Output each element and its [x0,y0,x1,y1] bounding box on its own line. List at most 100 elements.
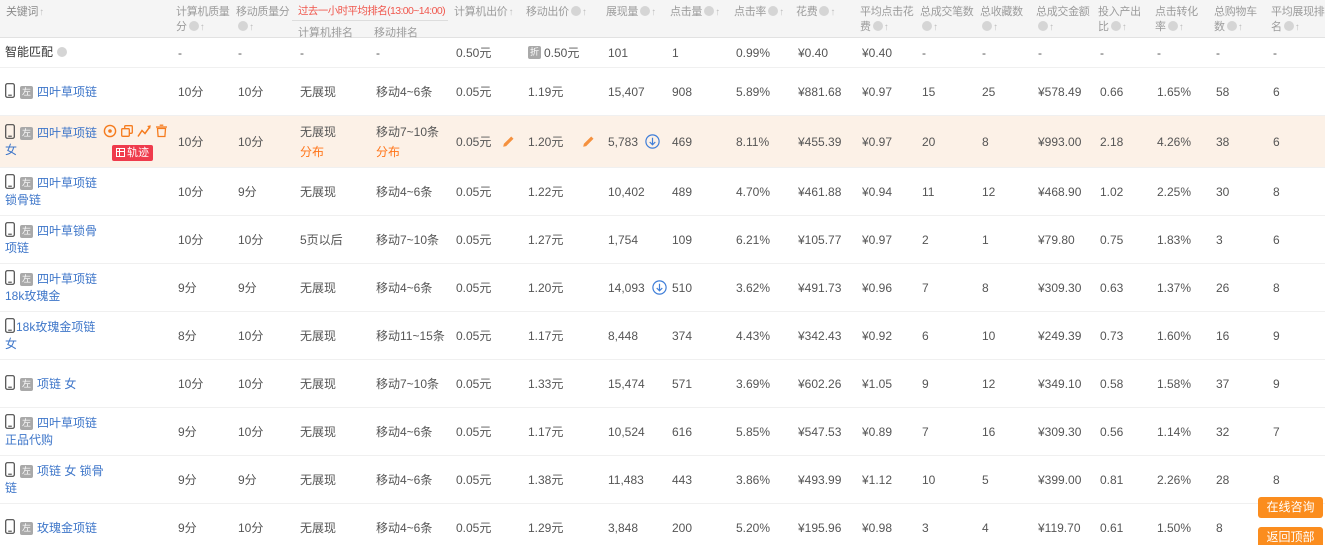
keyword-link[interactable]: 四叶草项链 女 [5,126,98,157]
sort-arrow-icon[interactable] [508,6,514,18]
edit-bid-icon[interactable] [582,135,595,148]
sort-arrow-icon[interactable] [1048,21,1054,33]
cvr-value: 4.26% [1157,134,1192,149]
cvr-cell: 1.65% [1149,68,1208,115]
copy-icon[interactable] [120,124,134,138]
impressions-trend-icon[interactable] [652,280,667,295]
keyword-link[interactable]: 四叶草项链 [37,84,98,99]
col-header-clicks[interactable]: 点击量 [664,0,728,37]
back-to-top-button[interactable]: 返回顶部 [1258,527,1323,545]
sort-arrow-icon[interactable] [778,6,784,18]
mobile-rank-distribution-link[interactable]: 分布 [376,145,401,159]
mobile-rank-value: 移动4~6条 [376,425,433,439]
impressions-value: 8,448 [608,328,639,343]
rank-track-badge[interactable]: 轨迹 [112,145,153,161]
sort-arrow-icon[interactable] [199,21,205,33]
mobile-rank-value: 移动7~10条 [376,377,440,391]
col-header-gmv[interactable]: 总成交金额 [1030,0,1092,37]
col-label: 平均点击花费 [860,6,914,33]
col-header-roi[interactable]: 投入产出比 [1092,0,1149,37]
pc-bid-cell: 0.05元 [448,504,520,545]
help-icon[interactable] [1226,21,1237,31]
col-header-cvr[interactable]: 点击转化率 [1149,0,1208,37]
help-icon[interactable] [1283,21,1294,31]
avg-cpc-cell: ¥1.12 [854,456,914,503]
col-header-carts[interactable]: 总购物车数 [1208,0,1265,37]
sort-arrow-icon[interactable] [883,21,889,33]
col-label: 计算机质量分 [176,6,230,33]
sort-arrow-icon[interactable] [248,21,254,33]
avg-cpc-cell: ¥0.97 [854,68,914,115]
sort-arrow-icon[interactable] [714,6,720,18]
cost-value: ¥105.77 [798,232,842,247]
help-icon[interactable] [768,6,779,16]
help-icon[interactable] [1038,21,1048,31]
edit-bid-icon[interactable] [502,135,515,148]
help-icon[interactable] [188,21,199,31]
keyword-link[interactable]: 玫瑰金项链 [37,520,98,535]
sort-arrow-icon[interactable] [1237,21,1243,33]
col-header-pc-rank[interactable]: 计算机排名 [298,27,353,39]
sort-arrow-icon[interactable] [581,6,587,18]
sort-arrow-icon[interactable] [1178,21,1184,33]
carts-value: 37 [1216,376,1230,391]
col-header-cost[interactable]: 花费 [790,0,854,37]
trend-chart-icon[interactable] [137,124,152,138]
help-icon[interactable] [570,6,581,16]
help-icon[interactable] [982,21,992,31]
pc-quality-score-cell: 9分 [170,264,230,311]
keyword-link[interactable]: 四叶草项链18k玫瑰金 [5,272,98,303]
keyword-link[interactable]: 项链 女 锁骨链 [5,464,104,495]
col-header-mobile-rank[interactable]: 移动排名 [374,27,418,39]
col-header-mobile-quality-score[interactable]: 移动质量分 [230,0,292,37]
delete-icon[interactable] [155,124,168,138]
help-icon[interactable] [57,47,68,57]
help-icon[interactable] [872,21,883,31]
cvr-value: 1.60% [1157,328,1192,343]
pc-quality-score-value: 10分 [178,185,204,199]
col-label: 总收藏数 [980,6,1023,18]
target-icon[interactable] [103,124,117,138]
impressions-trend-icon[interactable] [645,134,660,149]
col-header-impressions[interactable]: 展现量 [600,0,664,37]
col-header-mobile-bid[interactable]: 移动出价 [520,0,600,37]
pc-rank-distribution-link[interactable]: 分布 [300,145,325,159]
help-icon[interactable] [922,21,932,31]
favorites-value: - [982,45,986,60]
sort-arrow-icon[interactable] [1294,21,1300,33]
col-header-rank-group: 过去一小时平均排名(13:00~14:00) 计算机排名 移动排名 [292,0,448,39]
col-header-ctr[interactable]: 点击率 [728,0,790,37]
keyword-link[interactable]: 四叶草项链 正品代购 [5,416,98,447]
help-icon[interactable] [819,6,830,16]
help-icon[interactable] [704,6,715,16]
avg-cpc-cell: ¥0.40 [854,38,914,67]
col-header-pc-quality-score[interactable]: 计算机质量分 [170,0,230,37]
sort-arrow-icon[interactable] [1121,21,1127,33]
keyword-link[interactable]: 四叶草项链 锁骨链 [5,176,98,207]
help-icon[interactable] [1110,21,1121,31]
help-icon[interactable] [1167,21,1178,31]
orders-cell: 7 [914,264,974,311]
help-icon[interactable] [640,6,651,16]
gmv-value: - [1038,45,1042,60]
keyword-link[interactable]: 四叶草锁骨项链 [5,224,98,255]
favorites-cell: - [974,38,1030,67]
col-header-avg-cpc[interactable]: 平均点击花费 [854,0,914,37]
keyword-link[interactable]: 项链 女 [37,376,77,391]
keyword-link[interactable]: 18k玫瑰金项链 女 [5,320,96,351]
help-icon[interactable] [238,21,248,31]
online-consult-button[interactable]: 在线咨询 [1258,497,1323,518]
col-header-pc-bid[interactable]: 计算机出价 [448,0,520,37]
col-header-avg-rank[interactable]: 平均展现排名 [1265,0,1325,37]
sort-arrow-icon[interactable] [829,6,835,18]
col-header-keyword[interactable]: 关键词 [0,0,170,37]
col-header-orders[interactable]: 总成交笔数 [914,0,974,37]
mobile-bid-value: 1.17元 [528,329,564,343]
impressions-cell: 15,407 [600,68,664,115]
col-header-favorites[interactable]: 总收藏数 [974,0,1030,37]
sort-arrow-icon[interactable] [38,6,44,18]
mobile-bid-cell: 1.19元 [520,68,600,115]
sort-arrow-icon[interactable] [650,6,656,18]
sort-arrow-icon[interactable] [932,21,938,33]
sort-arrow-icon[interactable] [992,21,998,33]
